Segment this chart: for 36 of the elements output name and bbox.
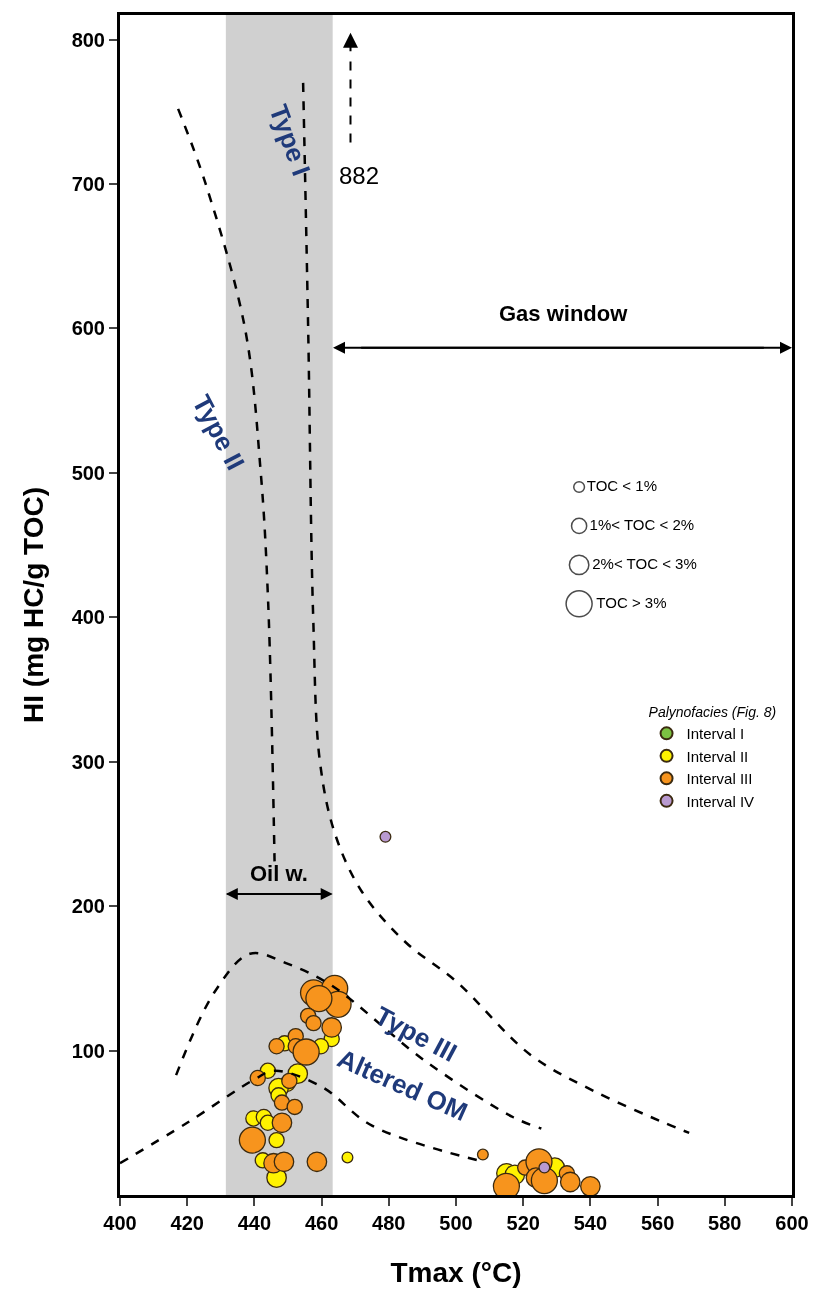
legend-label: Interval II — [686, 747, 749, 765]
annotation: Gas window — [499, 301, 629, 326]
x-tick-label: 480 — [372, 1212, 406, 1234]
y-tick-label: 400 — [71, 606, 105, 629]
y-axis-title: HI (mg HC/g TOC) — [18, 487, 50, 723]
y-tick-label: 600 — [71, 317, 105, 340]
x-tick-label: 440 — [237, 1212, 272, 1234]
y-tick-label: 200 — [71, 895, 105, 918]
legend-label: TOC > 3% — [596, 593, 667, 611]
x-tick-label: 520 — [506, 1212, 540, 1234]
band-label: Oil w. — [250, 861, 308, 886]
annotation: Type II — [186, 389, 251, 475]
x-tick-label: 400 — [103, 1212, 137, 1234]
legend-label: TOC < 1% — [586, 476, 657, 494]
annotation: 882 — [339, 162, 380, 189]
x-tick-label: 540 — [573, 1212, 608, 1234]
legend-label: Interval I — [686, 725, 745, 743]
x-tick-label: 560 — [640, 1212, 675, 1234]
x-tick-label: 420 — [170, 1212, 204, 1234]
legend-label: 1%< TOC < 2% — [589, 515, 695, 533]
legend-label: Interval IV — [686, 792, 755, 810]
legend-title: Palynofacies (Fig. 8) — [648, 704, 777, 721]
y-tick-label: 500 — [71, 461, 105, 484]
x-tick-label: 580 — [708, 1212, 742, 1234]
line-series — [174, 951, 543, 1130]
x-tick-label: 460 — [304, 1212, 339, 1234]
x-tick-label: 500 — [439, 1212, 473, 1234]
y-tick-label: 800 — [71, 28, 105, 51]
y-tick-label: 300 — [71, 750, 105, 773]
y-tick-label: 100 — [71, 1039, 105, 1062]
x-tick-label: 600 — [775, 1212, 809, 1234]
y-tick-label: 700 — [71, 172, 105, 195]
legend-label: 2%< TOC < 3% — [592, 554, 697, 572]
x-axis-title: Tmax (°C) — [390, 1257, 522, 1289]
annotation: Type I — [263, 100, 317, 180]
legend-label: Interval III — [686, 770, 753, 788]
